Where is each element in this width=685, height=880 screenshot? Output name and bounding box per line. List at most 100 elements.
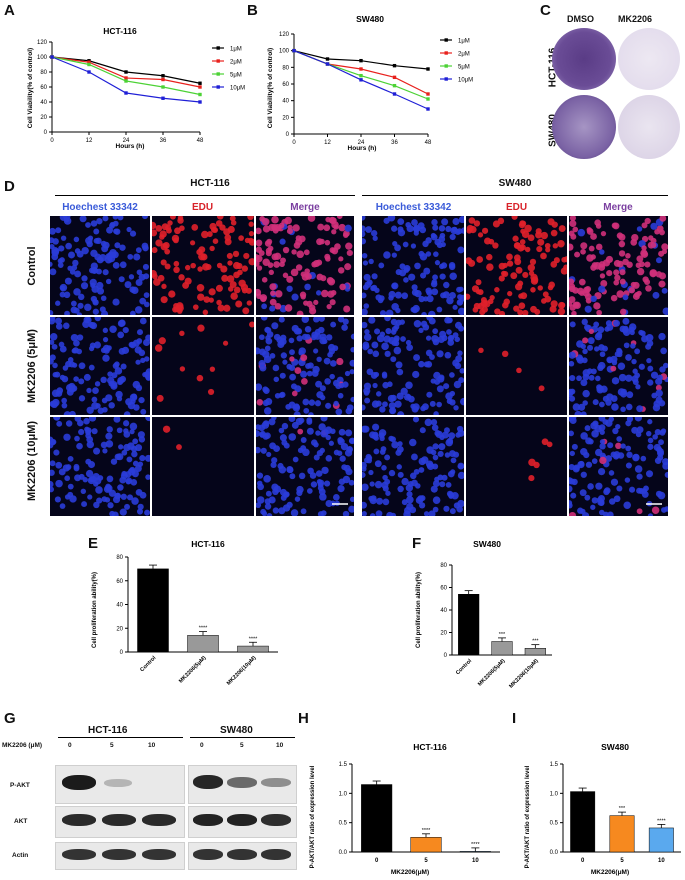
data-point <box>161 96 165 100</box>
cell-nucleus <box>660 347 667 355</box>
cell-nucleus <box>55 323 63 330</box>
cell-nucleus <box>424 418 433 427</box>
micrograph <box>152 216 254 315</box>
band <box>62 849 96 860</box>
cell-nucleus <box>368 258 374 265</box>
micrograph-cells <box>162 425 182 450</box>
cell-nucleus <box>297 428 304 435</box>
cell-nucleus <box>448 261 456 269</box>
cell-nucleus <box>289 473 296 480</box>
cell-nucleus <box>256 239 263 247</box>
cell-nucleus <box>514 258 522 266</box>
cell-nucleus <box>592 399 599 406</box>
cell-nucleus <box>65 420 73 427</box>
cell-nucleus <box>426 289 433 296</box>
cell-nucleus <box>550 229 558 237</box>
cell-nucleus <box>286 363 293 370</box>
cell-nucleus <box>446 329 452 335</box>
wb-group-hct116: HCT-116 <box>88 725 128 736</box>
cell-nucleus <box>447 491 455 499</box>
cell-nucleus <box>379 310 387 315</box>
cell-nucleus <box>299 291 307 298</box>
cell-nucleus <box>630 281 637 288</box>
data-point <box>359 78 363 82</box>
cell-nucleus <box>456 299 464 306</box>
x-tick-label: 0 <box>50 138 54 144</box>
cell-nucleus <box>306 488 313 494</box>
cell-nucleus <box>264 498 271 505</box>
cell-nucleus <box>324 239 331 246</box>
cell-nucleus <box>233 271 240 279</box>
y-axis-label: Cell proliferation ability(%) <box>416 572 422 648</box>
cell-nucleus <box>384 350 391 357</box>
cell-nucleus <box>295 327 303 335</box>
cell-nucleus <box>72 259 79 267</box>
cell-nucleus <box>569 430 575 437</box>
cell-nucleus <box>282 246 290 254</box>
cell-nucleus <box>331 229 337 235</box>
cell-nucleus <box>662 307 668 315</box>
cell-nucleus <box>423 511 430 516</box>
cell-nucleus <box>256 502 262 509</box>
micrograph <box>152 417 254 516</box>
cell-nucleus <box>292 456 299 463</box>
cell-nucleus <box>59 503 66 509</box>
cell-nucleus <box>342 510 350 516</box>
micrograph <box>50 417 150 516</box>
cell-nucleus <box>105 394 113 402</box>
cell-nucleus <box>616 232 624 239</box>
micrograph <box>466 417 567 516</box>
cell-nucleus <box>397 411 405 415</box>
cell-nucleus <box>94 477 102 485</box>
cell-nucleus <box>300 354 308 362</box>
legend-marker <box>216 85 220 89</box>
cell-nucleus <box>256 399 264 406</box>
cell-nucleus <box>318 317 325 322</box>
cell-nucleus <box>144 301 150 308</box>
cell-nucleus <box>115 390 123 399</box>
cell-nucleus <box>611 403 619 411</box>
cell-nucleus <box>50 227 56 235</box>
cell-nucleus <box>599 443 606 450</box>
cell-nucleus <box>118 347 126 355</box>
cell-nucleus <box>362 260 369 266</box>
cell-nucleus <box>268 223 276 232</box>
cell-nucleus <box>137 431 145 439</box>
cell-nucleus <box>432 328 439 335</box>
cell-nucleus <box>53 449 60 456</box>
cell-nucleus <box>85 458 92 465</box>
cell-nucleus <box>362 284 369 291</box>
x-tick-label: Control <box>455 658 473 676</box>
cell-nucleus <box>382 474 388 481</box>
cell-nucleus <box>437 450 444 458</box>
cell-nucleus <box>281 439 288 446</box>
cell-nucleus <box>598 424 606 431</box>
significance-label: **** <box>422 828 431 834</box>
cell-nucleus <box>261 303 267 310</box>
cell-nucleus <box>286 228 293 235</box>
stain-hoechst: Hoechest 33342 <box>62 202 138 213</box>
significance-label: *** <box>499 632 506 638</box>
cell-nucleus <box>522 271 529 279</box>
cell-nucleus <box>350 346 354 353</box>
cell-nucleus <box>227 260 233 266</box>
cell-nucleus <box>569 243 574 251</box>
micrograph-cells <box>362 216 464 315</box>
cell-nucleus <box>53 417 60 421</box>
cell-nucleus <box>222 340 229 346</box>
cell-nucleus <box>431 233 438 241</box>
cell-nucleus <box>652 434 658 440</box>
cell-nucleus <box>153 278 161 286</box>
cell-nucleus <box>57 258 64 264</box>
cell-nucleus <box>266 513 273 516</box>
cell-nucleus <box>577 460 585 469</box>
cell-nucleus <box>647 443 654 450</box>
cell-nucleus <box>610 395 618 402</box>
cell-nucleus <box>370 230 378 237</box>
cell-nucleus <box>274 302 282 310</box>
cell-nucleus <box>371 400 380 408</box>
micrograph-cells <box>154 321 254 402</box>
cell-nucleus <box>316 391 324 399</box>
cell-nucleus <box>658 439 664 446</box>
x-axis-label: MK2206(μM) <box>591 869 629 876</box>
